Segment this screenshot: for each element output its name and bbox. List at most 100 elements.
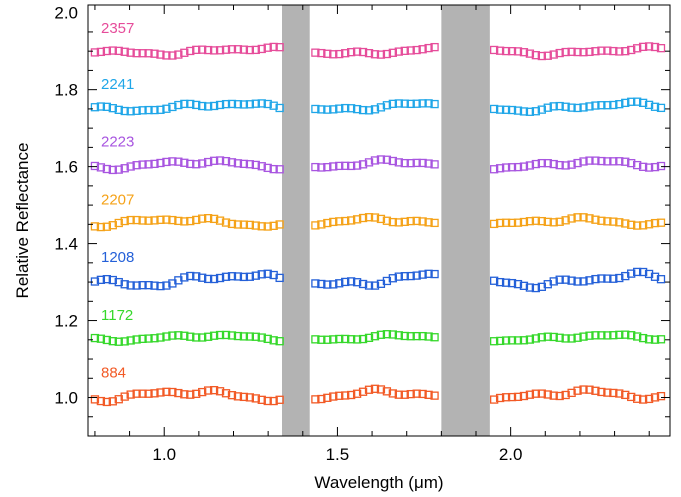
marker-884 <box>650 393 660 402</box>
marker-2223 <box>329 162 338 171</box>
marker-2241 <box>150 105 159 115</box>
marker-1172 <box>352 335 362 344</box>
marker-2207 <box>227 219 237 229</box>
marker-1172 <box>573 333 582 342</box>
marker-1172 <box>621 330 630 339</box>
marker-2241 <box>269 101 278 110</box>
marker-2223 <box>227 158 237 167</box>
marker-2357 <box>627 45 636 55</box>
marker-2223 <box>495 164 505 173</box>
marker-2223 <box>90 161 100 171</box>
marker-1172 <box>138 334 147 343</box>
marker-2241 <box>501 105 511 114</box>
marker-1172 <box>633 332 642 341</box>
marker-884 <box>233 392 243 401</box>
marker-1172 <box>329 335 338 344</box>
marker-2223 <box>388 156 398 166</box>
marker-2223 <box>573 158 582 168</box>
marker-2241 <box>323 105 332 114</box>
marker-1208 <box>358 279 368 289</box>
marker-1208 <box>615 273 624 283</box>
marker-884 <box>644 394 654 404</box>
marker-2207 <box>400 217 409 226</box>
marker-2207 <box>573 213 582 222</box>
marker-1208 <box>311 279 320 288</box>
marker-2223 <box>656 161 666 171</box>
marker-2207 <box>424 218 433 227</box>
marker-2241 <box>138 106 147 115</box>
marker-884 <box>603 388 612 397</box>
marker-2223 <box>138 160 147 169</box>
marker-2207 <box>513 218 523 227</box>
series-1172 <box>90 330 666 346</box>
marker-1208 <box>245 272 255 281</box>
marker-2241 <box>573 103 582 113</box>
marker-1172 <box>180 331 189 340</box>
marker-2357 <box>501 46 511 56</box>
marker-2357 <box>239 45 249 54</box>
marker-1208 <box>364 281 374 290</box>
marker-2357 <box>275 43 284 52</box>
marker-2207 <box>490 219 499 229</box>
marker-2207 <box>388 217 398 227</box>
marker-2357 <box>108 46 117 55</box>
x-tick-label: 1.0 <box>152 445 176 464</box>
marker-1172 <box>495 336 505 346</box>
marker-1172 <box>370 332 380 341</box>
marker-2223 <box>364 158 374 167</box>
marker-884 <box>519 391 529 401</box>
marker-1172 <box>394 331 403 340</box>
marker-2207 <box>418 217 427 226</box>
plot-frame <box>87 4 671 437</box>
marker-1208 <box>501 278 511 287</box>
marker-2223 <box>418 158 427 168</box>
marker-1208 <box>96 275 106 285</box>
marker-2241 <box>650 102 660 111</box>
marker-2223 <box>525 161 535 170</box>
marker-1208 <box>656 275 666 284</box>
marker-2357 <box>245 45 255 55</box>
marker-2357 <box>603 46 612 55</box>
marker-2241 <box>233 100 243 109</box>
marker-1172 <box>174 331 183 340</box>
marker-1172 <box>150 334 159 343</box>
marker-1208 <box>406 271 415 281</box>
marker-2207 <box>638 221 648 230</box>
marker-1208 <box>102 274 111 284</box>
marker-2223 <box>615 157 624 166</box>
marker-2207 <box>656 218 666 227</box>
marker-2357 <box>364 48 374 58</box>
marker-1208 <box>198 273 207 282</box>
marker-1172 <box>192 333 201 342</box>
marker-2223 <box>275 165 284 174</box>
marker-884 <box>561 390 570 400</box>
marker-884 <box>567 388 576 398</box>
marker-884 <box>132 389 141 398</box>
marker-1208 <box>317 279 326 289</box>
marker-2207 <box>358 213 368 223</box>
marker-2207 <box>215 216 225 225</box>
marker-2207 <box>382 216 392 225</box>
marker-2207 <box>495 218 505 228</box>
marker-2241 <box>364 106 374 115</box>
marker-2357 <box>251 45 260 55</box>
marker-884 <box>329 392 338 401</box>
marker-1172 <box>591 331 600 340</box>
marker-2241 <box>406 99 415 109</box>
marker-884 <box>513 392 523 402</box>
marker-2241 <box>96 102 106 111</box>
marker-2223 <box>120 164 129 173</box>
marker-884 <box>352 389 362 398</box>
marker-2357 <box>388 48 398 57</box>
marker-2357 <box>233 45 243 54</box>
marker-2207 <box>352 215 362 224</box>
marker-1208 <box>424 269 433 278</box>
marker-2223 <box>400 158 409 168</box>
marker-2241 <box>251 99 260 108</box>
marker-1208 <box>132 281 141 290</box>
series-label-2207: 2207 <box>101 191 134 208</box>
marker-1172 <box>537 333 546 342</box>
marker-1208 <box>221 272 231 281</box>
marker-2207 <box>90 222 100 231</box>
marker-1208 <box>507 278 517 288</box>
